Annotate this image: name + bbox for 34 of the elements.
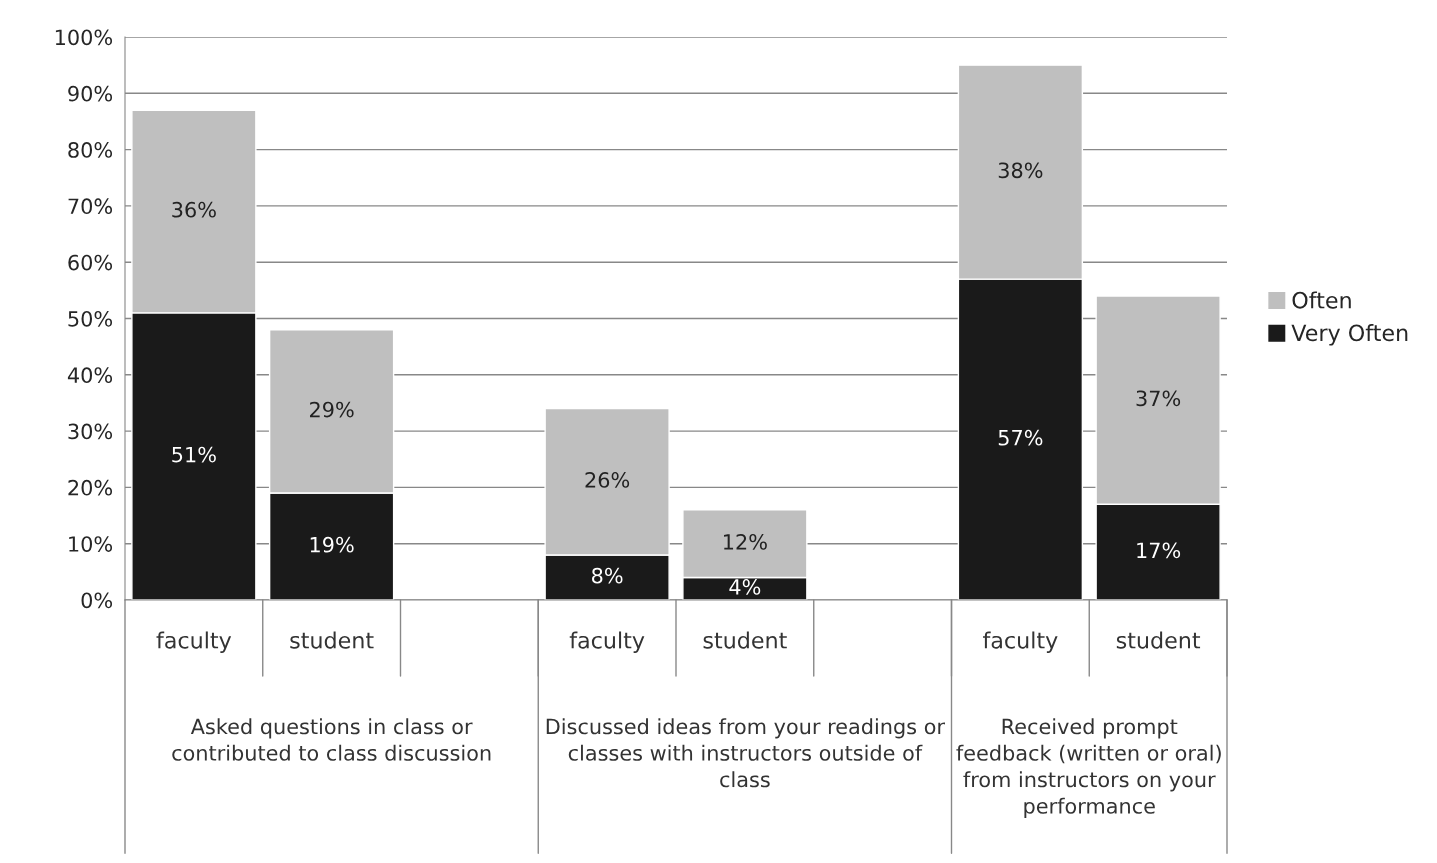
legend-label: Very Often: [1291, 324, 1408, 346]
data-label: 36%: [172, 201, 216, 218]
y-tick-label: 30%: [68, 423, 113, 440]
x-tick-label: faculty: [982, 631, 1058, 653]
x-tick-label: faculty: [569, 631, 645, 653]
x-tick-label: faculty: [156, 631, 232, 653]
data-label: 4%: [729, 579, 761, 595]
text: Discussed ideas from your readings or classes with instructors outside of class: [546, 718, 945, 788]
y-tick-label: 60%: [68, 254, 113, 271]
x-tick-label: student: [290, 631, 374, 649]
data-label: 57%: [998, 429, 1043, 446]
data-label: 29%: [310, 401, 354, 418]
y-tick-label: 0%: [81, 592, 113, 609]
data-label: 37%: [1136, 390, 1181, 407]
data-label: 17%: [1137, 542, 1181, 559]
x-tick-label: student: [1116, 631, 1201, 649]
y-tick-label: 40%: [67, 367, 113, 384]
data-label: 26%: [585, 472, 630, 488]
data-label: 51%: [172, 446, 216, 463]
y-tick-label: 90%: [68, 85, 113, 102]
text: Asked questions in class or contributed to class discussion: [172, 718, 491, 761]
y-tick-label: 70%: [68, 198, 113, 215]
y-tick-label: 10%: [69, 536, 113, 552]
x-tick-label: student: [703, 631, 787, 649]
data-label: 8%: [592, 567, 623, 584]
text: Received prompt feedback (written or oral) from instructors on your performance: [956, 718, 1221, 818]
legend-label: Often: [1292, 291, 1351, 309]
data-label: 12%: [724, 533, 767, 550]
data-label: 19%: [310, 536, 354, 553]
y-tick-label: 80%: [68, 142, 113, 158]
y-tick-label: 100%: [55, 29, 113, 46]
data-label: 38%: [998, 162, 1043, 179]
y-tick-label: 50%: [68, 310, 113, 327]
y-tick-label: 20%: [68, 479, 113, 496]
